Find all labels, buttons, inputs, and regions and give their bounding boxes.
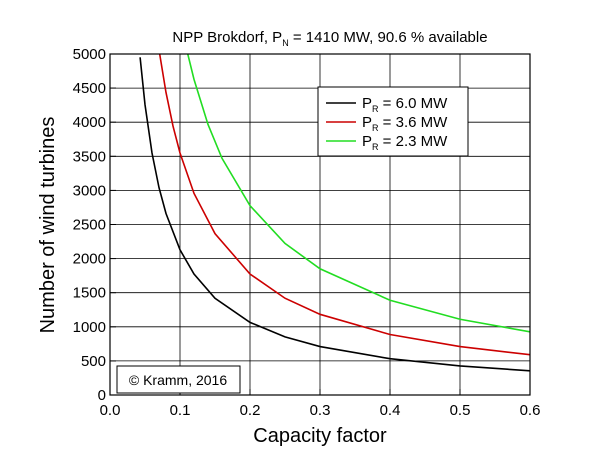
- x-tick-label: 0.1: [170, 402, 191, 419]
- legend-label: PR = 3.6 MW: [362, 114, 448, 133]
- y-tick-label: 2000: [73, 251, 106, 268]
- legend-text: P: [362, 133, 372, 150]
- line-series: [186, 54, 530, 333]
- plot-frame: [109, 53, 531, 396]
- x-tick-label: 0.5: [450, 402, 471, 419]
- x-tick-label: 0.0: [100, 402, 121, 419]
- y-tick-label: 0: [98, 387, 106, 404]
- y-tick-label: 1500: [73, 285, 106, 302]
- title-part: = 1410 MW, 90.6 % available: [289, 29, 488, 46]
- title-part: NPP Brokdorf, P: [172, 29, 282, 46]
- y-tick-label: 1000: [73, 319, 106, 336]
- y-tick-label: 3500: [73, 148, 106, 165]
- legend-subscript: R: [372, 142, 379, 152]
- line-series: [158, 54, 530, 356]
- y-tick-label: 4500: [73, 80, 106, 97]
- y-tick-label: 500: [81, 353, 106, 370]
- legend-subscript: R: [372, 104, 379, 114]
- x-axis-label: Capacity factor: [253, 425, 387, 447]
- annotation: © Kramm, 2016: [129, 372, 227, 388]
- y-tick-label: 5000: [73, 46, 106, 63]
- y-axis-label: Number of wind turbines: [37, 117, 59, 334]
- legend-text: P: [362, 95, 372, 112]
- legend-text: = 2.3 MW: [379, 133, 449, 150]
- y-tick-label: 2500: [73, 217, 106, 234]
- x-tick-label: 0.3: [310, 402, 331, 419]
- legend-text: = 6.0 MW: [379, 95, 449, 112]
- legend-label: PR = 6.0 MW: [362, 95, 448, 114]
- y-tick-label: 3000: [73, 182, 106, 199]
- x-tick-label: 0.6: [520, 402, 541, 419]
- annotation-box: [116, 365, 241, 394]
- line-series: [139, 57, 530, 372]
- legend-subscript: R: [372, 123, 379, 133]
- x-tick-label: 0.4: [380, 402, 401, 419]
- y-tick-label: 4000: [73, 114, 106, 131]
- chart-title: NPP Brokdorf, PN = 1410 MW, 90.6 % avail…: [172, 29, 487, 48]
- legend-label: PR = 2.3 MW: [362, 133, 448, 152]
- x-tick-label: 0.2: [240, 402, 261, 419]
- title-subscript: N: [282, 38, 289, 48]
- legend-text: P: [362, 114, 372, 131]
- legend-text: = 3.6 MW: [379, 114, 449, 131]
